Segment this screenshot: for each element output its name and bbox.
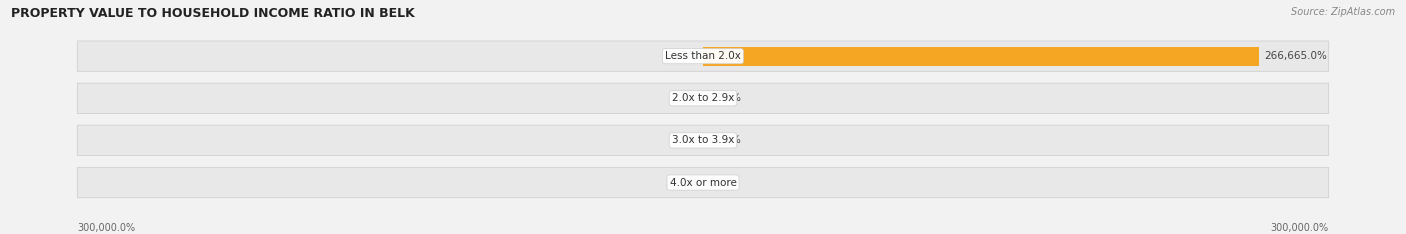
Text: 4.0x or more: 4.0x or more [669,178,737,187]
FancyBboxPatch shape [77,83,1329,113]
Text: 1.5%: 1.5% [672,93,697,103]
Text: Less than 2.0x: Less than 2.0x [665,51,741,61]
Text: 2.9%: 2.9% [672,135,697,145]
FancyBboxPatch shape [77,41,1329,71]
FancyBboxPatch shape [77,167,1329,198]
Text: 0.0%: 0.0% [709,178,734,187]
Text: Source: ZipAtlas.com: Source: ZipAtlas.com [1291,7,1395,17]
FancyBboxPatch shape [77,125,1329,156]
Text: 300,000.0%: 300,000.0% [1271,223,1329,233]
Text: 300,000.0%: 300,000.0% [77,223,135,233]
Text: PROPERTY VALUE TO HOUSEHOLD INCOME RATIO IN BELK: PROPERTY VALUE TO HOUSEHOLD INCOME RATIO… [11,7,415,20]
Text: 35.0%: 35.0% [709,93,741,103]
Text: 35.3%: 35.3% [665,178,697,187]
Text: 60.3%: 60.3% [665,51,697,61]
Text: 266,665.0%: 266,665.0% [1264,51,1327,61]
Text: 3.0x to 3.9x: 3.0x to 3.9x [672,135,734,145]
Bar [703,47,1260,66]
Text: 60.0%: 60.0% [709,135,741,145]
Text: 2.0x to 2.9x: 2.0x to 2.9x [672,93,734,103]
